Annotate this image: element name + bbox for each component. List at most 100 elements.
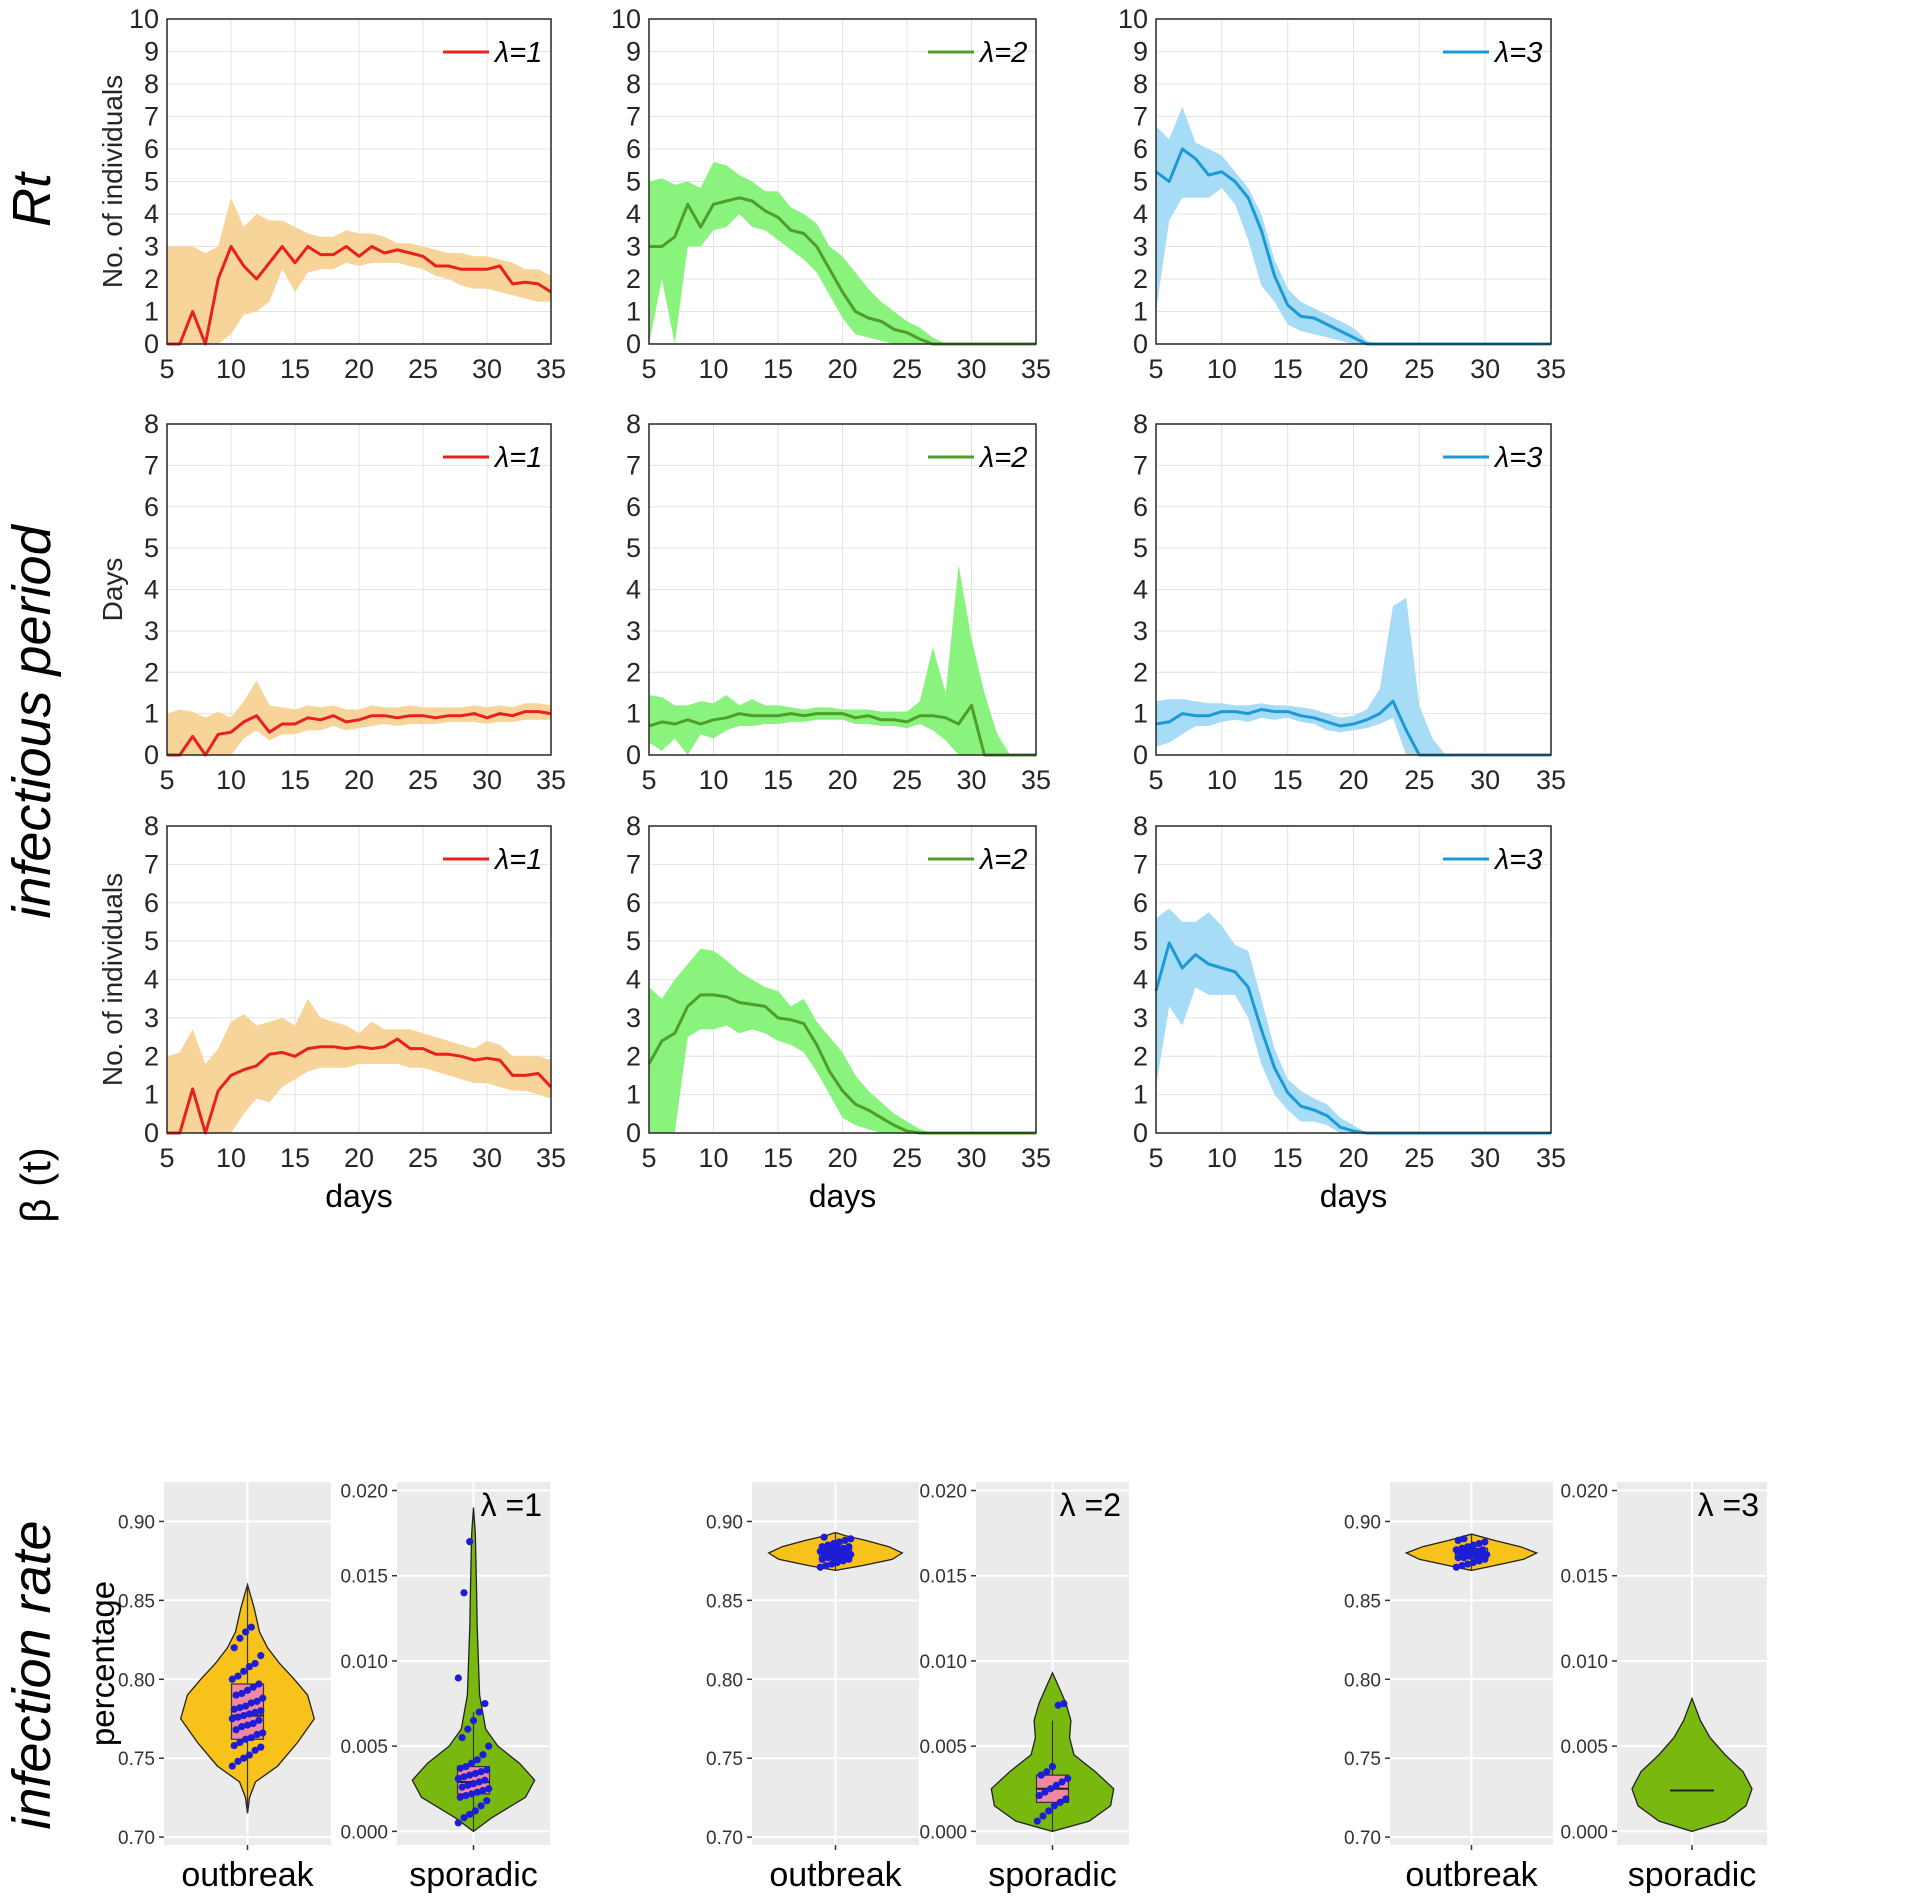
- data-point: [253, 1730, 261, 1739]
- x-category-label: outbreak: [1405, 1856, 1538, 1894]
- data-point: [255, 1716, 263, 1724]
- data-point: [238, 1689, 246, 1698]
- data-point: [230, 1644, 238, 1652]
- data-point: [1458, 1562, 1466, 1570]
- data-point: [240, 1711, 248, 1720]
- y-tick-label: 0.000: [1560, 1822, 1608, 1843]
- y-tick-label: 0.70: [118, 1828, 155, 1849]
- data-point: [466, 1810, 474, 1818]
- data-point: [1056, 1798, 1064, 1806]
- x-tick-label: 35: [1021, 354, 1051, 384]
- x-tick-label: 35: [1536, 354, 1566, 384]
- data-point: [242, 1735, 250, 1743]
- x-tick-label: 25: [408, 354, 438, 384]
- data-point: [1045, 1807, 1053, 1815]
- x-tick-label: 35: [1536, 765, 1566, 795]
- axes-box: [1155, 423, 1552, 756]
- data-point: [1037, 1771, 1045, 1779]
- data-point: [462, 1763, 470, 1771]
- y-tick-label: 1: [626, 297, 641, 327]
- data-point: [824, 1541, 832, 1549]
- series-line: [648, 703, 1036, 757]
- x-tick-label: 25: [408, 765, 438, 795]
- confidence-band: [1156, 597, 1551, 755]
- data-point: [1052, 1781, 1060, 1789]
- y-tick-label: 2: [1133, 264, 1148, 294]
- x-tick-label: 30: [472, 354, 502, 384]
- data-point: [251, 1659, 259, 1668]
- y-tick-label: 7: [144, 450, 159, 480]
- y-tick-label: 8: [626, 69, 641, 99]
- y-axis-label: percentage: [84, 1581, 121, 1746]
- data-point: [1060, 1699, 1068, 1708]
- y-tick-label: 4: [1133, 965, 1148, 995]
- data-point: [240, 1754, 248, 1762]
- y-tick-label: 0.90: [706, 1512, 743, 1533]
- legend-label: λ=2: [978, 844, 1027, 876]
- y-tick-label: 5: [144, 533, 159, 563]
- data-point: [458, 1783, 466, 1791]
- y-tick-label: 2: [144, 1041, 159, 1071]
- data-point: [462, 1791, 470, 1800]
- y-tick-label: 0: [144, 1118, 159, 1148]
- x-tick-label: 30: [472, 765, 502, 795]
- data-point: [835, 1538, 843, 1546]
- data-point: [1035, 1791, 1043, 1800]
- data-point: [841, 1536, 849, 1544]
- data-point: [1464, 1543, 1472, 1551]
- confidence-band: [1156, 908, 1551, 1133]
- x-tick-label: 35: [1021, 765, 1051, 795]
- x-category-label: sporadic: [409, 1856, 538, 1894]
- data-point: [845, 1543, 853, 1551]
- x-tick-label: 35: [536, 354, 566, 384]
- y-tick-label: 1: [144, 1080, 159, 1110]
- data-point: [259, 1694, 267, 1702]
- data-point: [456, 1793, 464, 1801]
- violin-shape: [1631, 1696, 1753, 1833]
- y-tick-label: 0.005: [1560, 1737, 1608, 1758]
- y-tick-label: 0.75: [1344, 1749, 1381, 1770]
- confidence-band: [167, 680, 551, 755]
- y-tick-label: 0.80: [706, 1670, 743, 1691]
- y-tick-label: 0: [144, 329, 159, 359]
- chart-bt-l1: 5 10 15 20 25 30 35 0 1 2 3 4 5 6 7 8 λ=1 No. of individu…: [97, 811, 566, 1214]
- y-tick-label: 4: [1133, 199, 1148, 229]
- data-point: [483, 1766, 491, 1774]
- data-point: [458, 1734, 466, 1742]
- x-tick-label: 10: [698, 1143, 728, 1173]
- data-point: [1047, 1785, 1055, 1793]
- data-point: [257, 1652, 265, 1660]
- chart-ir-s2: 0.000 0.005 0.010 0.015 0.020 sporadic λ =2: [919, 1482, 1129, 1894]
- x-tick-label: 20: [827, 1143, 857, 1173]
- data-point: [257, 1743, 265, 1751]
- data-point: [251, 1746, 259, 1754]
- data-point: [454, 1774, 462, 1783]
- y-tick-label: 7: [144, 849, 159, 879]
- row-label-infectious-period: infectious period: [2, 523, 62, 918]
- y-tick-label: 3: [1133, 1003, 1148, 1033]
- x-tick-label: 15: [763, 1143, 793, 1173]
- lambda-label: λ =2: [1060, 1487, 1121, 1523]
- y-tick-label: 0.85: [706, 1591, 743, 1612]
- confidence-band: [167, 197, 551, 344]
- axes-box: [1155, 825, 1552, 1134]
- confidence-band: [649, 564, 1036, 755]
- lambda-label: λ =1: [481, 1487, 542, 1523]
- y-tick-label: 7: [144, 102, 159, 132]
- x-tick-label: 25: [1404, 765, 1434, 795]
- x-tick-label: 35: [536, 1143, 566, 1173]
- x-tick-label: 30: [956, 1143, 986, 1173]
- chart-ip-l3: 5 10 15 20 25 30 35 0 1 2 3 4 5 6 7 8 λ=3: [1133, 409, 1566, 795]
- data-point: [245, 1710, 253, 1718]
- y-tick-label: 10: [1118, 4, 1148, 34]
- x-tick-label: 5: [641, 354, 656, 384]
- y-tick-label: 7: [626, 102, 641, 132]
- y-tick-label: 0.010: [340, 1652, 388, 1673]
- y-tick-label: 7: [626, 849, 641, 879]
- data-point: [477, 1802, 485, 1810]
- y-tick-label: 5: [1133, 533, 1148, 563]
- y-tick-label: 5: [626, 926, 641, 956]
- y-tick-label: 2: [626, 264, 641, 294]
- data-point: [822, 1562, 830, 1570]
